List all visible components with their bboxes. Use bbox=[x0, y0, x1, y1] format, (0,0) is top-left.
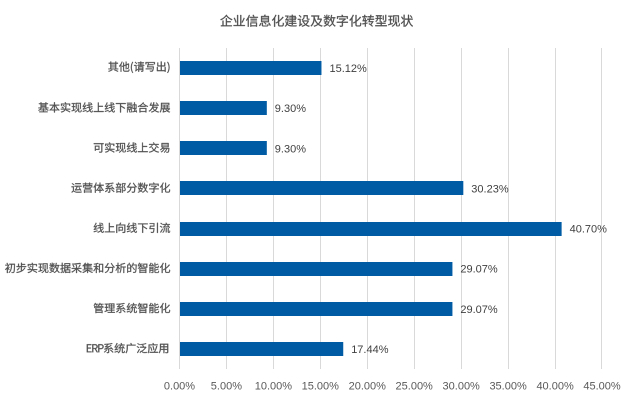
svg-text:9.30%: 9.30% bbox=[275, 103, 306, 115]
svg-text:35.00%: 35.00% bbox=[489, 380, 527, 392]
svg-text:15.00%: 15.00% bbox=[302, 380, 340, 392]
svg-text:25.00%: 25.00% bbox=[396, 380, 434, 392]
svg-text:40.70%: 40.70% bbox=[570, 224, 608, 236]
svg-text:30.23%: 30.23% bbox=[471, 183, 509, 195]
svg-text:45.00%: 45.00% bbox=[583, 380, 621, 392]
svg-text:29.07%: 29.07% bbox=[460, 304, 498, 316]
svg-text:15.12%: 15.12% bbox=[330, 63, 368, 75]
svg-text:29.07%: 29.07% bbox=[460, 264, 498, 276]
svg-text:10.00%: 10.00% bbox=[255, 380, 293, 392]
svg-text:5.00%: 5.00% bbox=[211, 380, 242, 392]
svg-text:30.00%: 30.00% bbox=[443, 380, 481, 392]
svg-text:17.44%: 17.44% bbox=[351, 344, 389, 356]
svg-text:20.00%: 20.00% bbox=[349, 380, 387, 392]
svg-text:9.30%: 9.30% bbox=[275, 143, 306, 155]
svg-text:0.00%: 0.00% bbox=[164, 380, 195, 392]
svg-text:40.00%: 40.00% bbox=[536, 380, 574, 392]
